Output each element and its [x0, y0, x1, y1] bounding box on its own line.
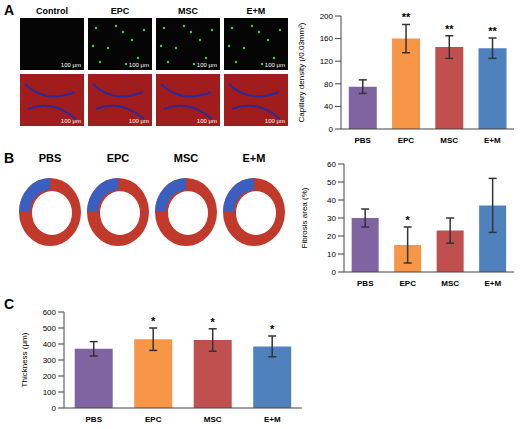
svg-text:Control: Control [36, 6, 68, 16]
svg-text:Capillary density (/0.03mm²): Capillary density (/0.03mm²) [297, 22, 306, 122]
svg-text:300: 300 [43, 356, 57, 365]
svg-text:*: * [151, 315, 156, 327]
svg-text:40: 40 [327, 196, 336, 205]
svg-text:PBS: PBS [357, 279, 374, 288]
svg-text:100: 100 [43, 388, 57, 397]
svg-text:EPC: EPC [145, 415, 162, 424]
html-text:C: C [4, 296, 15, 312]
svg-text:80: 80 [324, 80, 333, 89]
svg-text:160: 160 [320, 34, 334, 43]
svg-text:**: ** [488, 25, 497, 37]
svg-text:PBS: PBS [39, 152, 62, 164]
svg-text:PBS: PBS [354, 136, 371, 145]
svg-text:200: 200 [320, 12, 334, 21]
svg-text:400: 400 [43, 340, 57, 349]
svg-text:MSC: MSC [174, 152, 199, 164]
svg-text:EPC: EPC [398, 136, 415, 145]
svg-text:**: ** [445, 23, 454, 35]
svg-text:Fibrosis area (%): Fibrosis area (%) [300, 187, 309, 248]
svg-text:MSC: MSC [204, 415, 222, 424]
svg-text:600: 600 [43, 308, 57, 317]
svg-text:E+M: E+M [243, 152, 266, 164]
svg-text:100 μm: 100 μm [197, 62, 217, 68]
svg-text:E+M: E+M [484, 136, 501, 145]
svg-text:10: 10 [327, 250, 336, 259]
svg-text:500: 500 [43, 324, 57, 333]
svg-text:100 μm: 100 μm [61, 62, 81, 68]
svg-text:20: 20 [327, 232, 336, 241]
svg-text:100 μm: 100 μm [265, 118, 285, 124]
svg-text:Thickness (μm): Thickness (μm) [20, 332, 29, 387]
svg-text:EPC: EPC [107, 152, 130, 164]
svg-text:0: 0 [329, 125, 334, 134]
svg-text:MSC: MSC [441, 279, 459, 288]
svg-text:**: ** [402, 11, 411, 23]
svg-text:EPC: EPC [111, 6, 130, 16]
svg-text:0: 0 [332, 268, 337, 277]
svg-text:EPC: EPC [400, 279, 417, 288]
svg-text:*: * [270, 323, 275, 335]
html-text:B: B [4, 150, 15, 166]
svg-text:*: * [406, 214, 411, 226]
svg-text:0: 0 [52, 404, 57, 413]
html-text:A: A [4, 2, 15, 18]
svg-text:50: 50 [327, 178, 336, 187]
svg-text:40: 40 [324, 102, 333, 111]
svg-text:100 μm: 100 μm [129, 118, 149, 124]
svg-text:100 μm: 100 μm [265, 62, 285, 68]
svg-text:E+M: E+M [264, 415, 281, 424]
svg-text:*: * [211, 316, 216, 328]
svg-text:60: 60 [327, 160, 336, 169]
svg-text:MSC: MSC [440, 136, 458, 145]
svg-text:100 μm: 100 μm [197, 118, 217, 124]
svg-text:30: 30 [327, 214, 336, 223]
svg-text:PBS: PBS [86, 415, 103, 424]
svg-text:120: 120 [320, 57, 334, 66]
svg-text:100 μm: 100 μm [129, 62, 149, 68]
svg-text:E+M: E+M [484, 279, 501, 288]
svg-text:MSC: MSC [178, 6, 199, 16]
svg-text:200: 200 [43, 372, 57, 381]
svg-text:100 μm: 100 μm [61, 118, 81, 124]
svg-text:E+M: E+M [247, 6, 266, 16]
